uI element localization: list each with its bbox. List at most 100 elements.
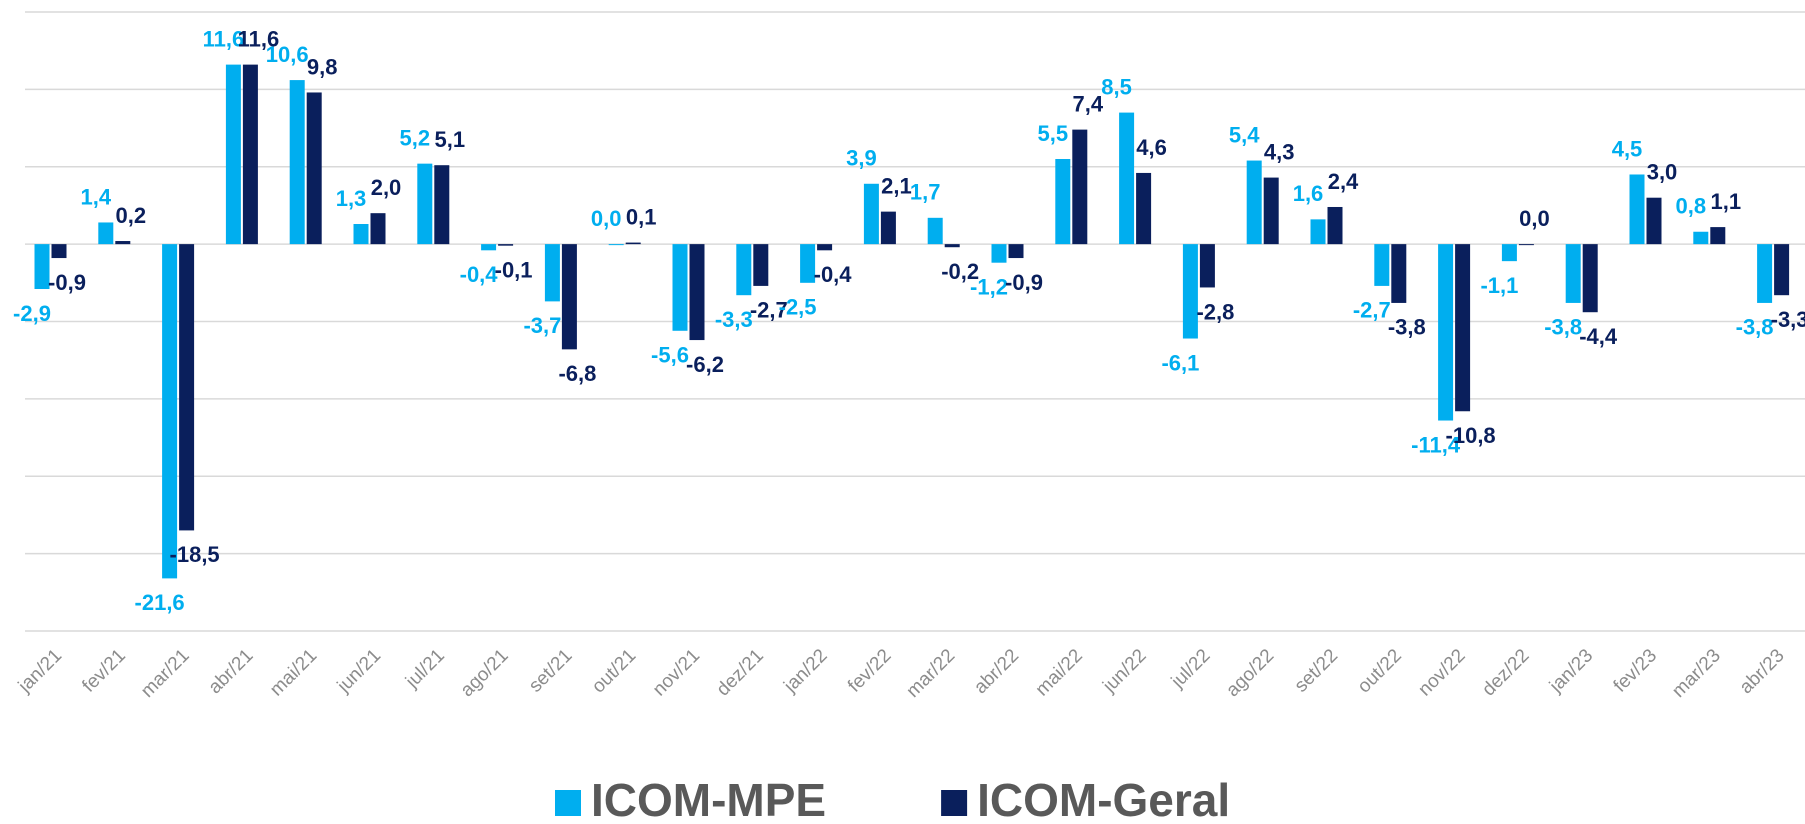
x-tick-label: mar/23 [1668,645,1725,702]
bar [608,244,624,246]
data-label: -6,1 [1161,350,1199,375]
data-label: -0,4 [460,262,499,287]
bar [242,64,258,245]
data-label: 1,6 [1293,181,1324,206]
data-label: -3,3 [715,307,753,332]
data-label: -0,9 [1005,270,1043,295]
x-tick-label: out/22 [1354,645,1406,697]
bar [1710,227,1726,245]
x-tick-label: set/21 [525,645,576,696]
bar [1182,244,1198,339]
data-label: -0,4 [814,262,853,287]
x-tick-label: jan/23 [1545,645,1597,697]
x-tick-label: jan/22 [780,645,832,697]
x-tick-label: mai/22 [1032,645,1087,700]
data-label: -0,1 [495,257,533,282]
data-label: 0,0 [1519,206,1550,231]
bar [434,165,450,245]
x-tick-label: mar/21 [137,645,194,702]
bar [1438,244,1454,421]
bar [672,244,688,331]
bar [115,241,131,245]
bar [289,80,305,245]
bar [1199,244,1215,288]
bar [51,244,67,259]
bar [179,244,195,531]
data-label: -2,7 [750,298,788,323]
data-label: -0,9 [48,270,86,295]
data-label: -6,8 [558,361,596,386]
x-tick-label: set/22 [1291,645,1342,696]
bar [1518,244,1534,246]
data-label: 3,0 [1647,160,1678,185]
data-label: -3,3 [1771,307,1805,332]
bar [1263,177,1279,245]
bar [1374,244,1390,286]
x-tick-label: jul/22 [1167,645,1215,693]
data-label: -4,4 [1579,324,1618,349]
bar [98,222,114,245]
bar [417,163,433,245]
data-label: -21,6 [135,590,185,615]
data-label: 0,2 [116,203,147,228]
data-label: -3,7 [523,313,561,338]
data-label: -1,1 [1480,273,1518,298]
bar [1774,244,1790,296]
bar [225,64,241,245]
x-tick-label: nov/21 [649,645,704,700]
data-label: -2,7 [1353,298,1391,323]
x-tick-label: mai/21 [266,645,321,700]
bar [1582,244,1598,313]
data-label: 2,0 [371,175,402,200]
bar [1455,244,1471,412]
data-label: -6,2 [686,352,724,377]
data-label: 3,9 [846,146,877,171]
data-label: -2,9 [13,301,51,326]
data-label: 4,6 [1136,135,1167,160]
x-tick-label: nov/22 [1414,645,1469,700]
data-label: 1,7 [910,180,941,205]
legend-swatch [941,790,968,816]
x-tick-label: ago/22 [1222,645,1278,701]
bar [991,244,1007,263]
data-label: -2,8 [1196,299,1234,324]
data-label: 0,8 [1676,194,1707,219]
bar [1072,129,1088,245]
bar [1391,244,1407,303]
bar [306,92,322,245]
bar [1565,244,1581,303]
bar [34,244,50,290]
x-tick-label: jun/22 [1099,645,1151,697]
data-label: 5,2 [400,125,431,150]
bar [1008,244,1024,259]
data-label: 10,6 [266,42,309,67]
x-tick-label: jul/21 [401,645,449,693]
bar [1629,174,1645,245]
data-label: -18,5 [170,542,220,567]
bar [1310,219,1326,245]
data-label: -10,8 [1446,423,1496,448]
data-label: 5,4 [1229,122,1260,147]
bar [736,244,752,296]
x-tick-label: dez/21 [713,645,768,700]
data-label: 5,5 [1038,121,1069,146]
data-label: 8,5 [1101,74,1132,99]
data-label: 5,1 [435,127,466,152]
data-label: 4,3 [1264,139,1295,164]
data-label: 7,4 [1073,91,1104,116]
bar [162,244,178,579]
bar [817,244,833,251]
bar [880,211,896,245]
bar [561,244,577,350]
data-label: 2,4 [1328,169,1359,194]
bar [1327,206,1343,245]
x-tick-label: abr/22 [970,645,1023,698]
data-label: 2,1 [881,173,912,198]
data-label: -3,8 [1544,315,1582,340]
data-label: 1,4 [81,184,112,209]
bar [1501,244,1517,262]
x-tick-label: jan/21 [14,645,66,697]
data-label: 1,3 [336,186,367,211]
data-label: 11,6 [238,26,280,51]
data-label: -3,8 [1736,315,1774,340]
